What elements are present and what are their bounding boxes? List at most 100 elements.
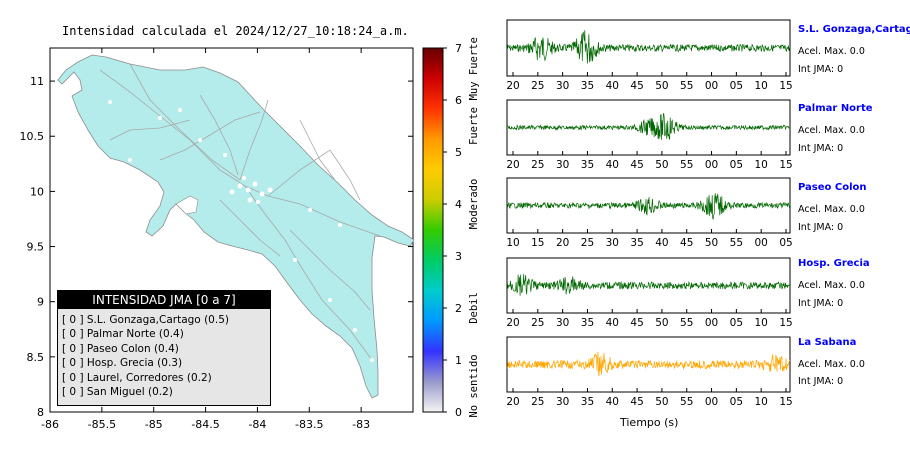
- station-accel: Acel. Max. 0.0: [798, 204, 865, 215]
- waveform-tick-label: 35: [581, 80, 594, 92]
- y-tick-label: 10: [30, 185, 44, 198]
- waveform-tick-label: 15: [531, 237, 544, 249]
- colorbar-category-label: Fuerte: [468, 107, 480, 145]
- x-tick-label: -85: [145, 418, 163, 431]
- waveform-tick-label: 45: [630, 396, 643, 408]
- map-markers: [108, 100, 374, 362]
- colorbar-category-label: Debil: [468, 292, 480, 324]
- gulf-nicoya: [175, 195, 199, 215]
- waveform-tick-label: 55: [680, 80, 693, 92]
- waveform-tick-label: 15: [779, 80, 792, 92]
- colorbar-category-label: No sentido: [468, 354, 480, 417]
- waveform-tick-label: 10: [506, 237, 519, 249]
- waveform-trace: [506, 193, 791, 220]
- waveform-tick-label: 20: [506, 317, 519, 329]
- legend-item: [ 0 ] San Miguel (0.2): [62, 386, 173, 399]
- waveform-tick-label: 45: [630, 159, 643, 171]
- waveform-tick-label: 05: [730, 396, 743, 408]
- station-accel: Acel. Max. 0.0: [798, 359, 865, 370]
- station-name: La Sabana: [798, 337, 857, 348]
- waveform-tick-label: 40: [606, 80, 619, 92]
- colorbar-tick-label: 3: [455, 250, 462, 263]
- waveform-tick-label: 40: [606, 159, 619, 171]
- intensity-legend: INTENSIDAD JMA [0 a 7] [ 0 ] S.L. Gonzag…: [57, 290, 271, 406]
- waveform-tick-label: 10: [754, 317, 767, 329]
- waveform-tick-label: 45: [680, 237, 693, 249]
- waveform-tick-label: 30: [606, 237, 619, 249]
- y-tick-label: 11: [30, 75, 44, 88]
- waveform-tick-label: 50: [655, 80, 668, 92]
- colorbar-category-label: Moderado: [468, 179, 480, 230]
- waveform-tick-label: 25: [531, 317, 544, 329]
- legend-title: INTENSIDAD JMA [0 a 7]: [58, 291, 270, 309]
- legend-item: [ 0 ] Laurel, Corredores (0.2): [62, 371, 212, 384]
- waveform-tick-label: 30: [556, 396, 569, 408]
- waveform-tick-label: 05: [730, 159, 743, 171]
- legend-list: [ 0 ] S.L. Gonzaga,Cartago (0.5) [ 0 ] P…: [58, 313, 270, 399]
- waveform-tick-label: 30: [556, 80, 569, 92]
- waveform-tick-label: 55: [680, 159, 693, 171]
- waveform-tick-label: 40: [606, 396, 619, 408]
- waveform-tick-label: 10: [754, 80, 767, 92]
- waveform-tick-label: 25: [581, 237, 594, 249]
- y-tick-label: 9: [37, 296, 44, 309]
- waveform-tick-label: 35: [581, 159, 594, 171]
- station-intensity: Int JMA: 0: [798, 376, 844, 387]
- waveform-tick-label: 20: [506, 159, 519, 171]
- station-name: Hosp. Grecia: [798, 258, 870, 269]
- waveform-trace: [506, 30, 791, 64]
- waveform-tick-label: 30: [556, 159, 569, 171]
- x-tick-label: -83.5: [295, 418, 323, 431]
- waveform-tick-label: 50: [655, 317, 668, 329]
- colorbar-tick-label: 0: [455, 406, 462, 419]
- waveform-tick-label: 20: [506, 80, 519, 92]
- x-tick-label: -84: [248, 418, 266, 431]
- station-intensity: Int JMA: 0: [798, 222, 844, 233]
- waveform-tick-label: 25: [531, 159, 544, 171]
- legend-item: [ 0 ] Paseo Colon (0.4): [62, 342, 179, 355]
- colorbar-tick-label: 5: [455, 146, 462, 159]
- station-accel: Acel. Max. 0.0: [798, 46, 865, 57]
- waveform-tick-label: 40: [606, 317, 619, 329]
- waveform-tick-label: 00: [705, 159, 718, 171]
- station-intensity: Int JMA: 0: [798, 143, 844, 154]
- waveform-tick-label: 55: [680, 396, 693, 408]
- station-name: Palmar Norte: [798, 103, 873, 114]
- waveform-tick-label: 25: [531, 80, 544, 92]
- waveform-trace: [506, 351, 791, 377]
- station-name: Paseo Colon: [798, 182, 867, 193]
- colorbar-tick-label: 7: [455, 42, 462, 55]
- legend-item: [ 0 ] S.L. Gonzaga,Cartago (0.5): [62, 314, 229, 326]
- x-tick-label: -85.5: [88, 418, 116, 431]
- map-title: Intensidad calculada el 2024/12/27_10:18…: [62, 24, 409, 38]
- waveform-tick-label: 00: [705, 396, 718, 408]
- waveform-tick-label: 25: [531, 396, 544, 408]
- waveform-tick-label: 55: [730, 237, 743, 249]
- station-intensity: Int JMA: 0: [798, 298, 844, 309]
- land-costa-rica: [57, 54, 415, 399]
- waveform-tick-label: 20: [556, 237, 569, 249]
- y-tick-label: 8.5: [27, 351, 45, 364]
- colorbar-category-label: Muy Fuerte: [468, 37, 480, 100]
- time-axis-label: Tiempo (s): [620, 416, 679, 429]
- waveform-tick-label: 10: [754, 396, 767, 408]
- colorbar-tick-label: 1: [455, 354, 462, 367]
- colorbar: 0 1 2 3 4 5 6 7 No sentido Debil Moderado Fuerte Muy…: [422, 37, 480, 419]
- colorbar-gradient: [422, 47, 444, 413]
- station-intensity: Int JMA: 0: [798, 64, 844, 75]
- station-name: S.L. Gonzaga,Cartago: [798, 24, 910, 35]
- station-accel: Acel. Max. 0.0: [798, 280, 865, 291]
- waveform-tick-label: 35: [581, 396, 594, 408]
- colorbar-tick-label: 6: [455, 94, 462, 107]
- waveform-tick-label: 15: [779, 317, 792, 329]
- y-tick-label: 10.5: [20, 130, 45, 143]
- y-tick-label: 9.5: [27, 241, 45, 254]
- waveform-tick-label: 55: [680, 317, 693, 329]
- waveform-tick-label: 00: [754, 237, 767, 249]
- waveform-tick-label: 00: [705, 317, 718, 329]
- y-tick-label: 8: [37, 406, 44, 419]
- x-tick-label: -83: [352, 418, 370, 431]
- waveform-tick-label: 15: [779, 396, 792, 408]
- waveform-trace: [506, 273, 791, 296]
